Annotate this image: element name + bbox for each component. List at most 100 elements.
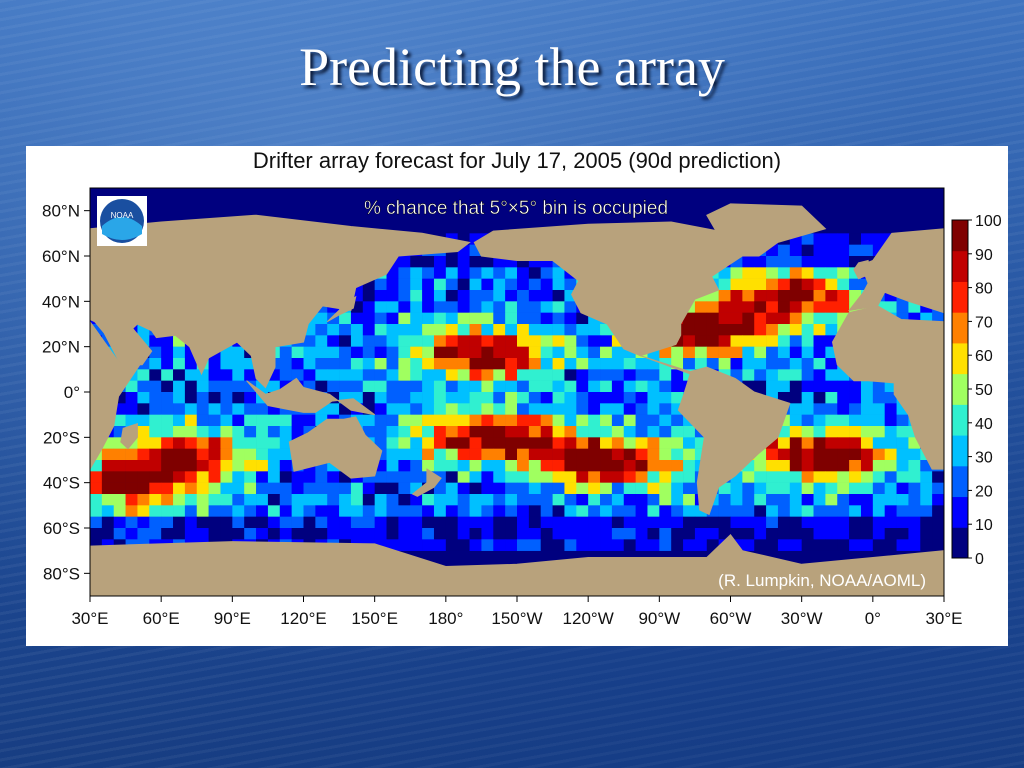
heatmap-bin [161, 380, 174, 393]
heatmap-bin [196, 414, 209, 427]
heatmap-bin [433, 380, 447, 393]
heatmap-bin [386, 403, 399, 415]
heatmap-bin [600, 505, 613, 517]
heatmap-bin [173, 346, 186, 359]
heatmap-bin [303, 369, 316, 381]
heatmap-bin [422, 505, 435, 517]
heatmap-bin [600, 516, 613, 529]
heatmap-bin [90, 516, 103, 529]
heatmap-bin [256, 448, 269, 461]
heatmap-bin [777, 426, 791, 438]
heatmap-bin [872, 516, 885, 529]
heatmap-bin [540, 335, 553, 347]
heatmap-bin [481, 494, 494, 506]
heatmap-bin [196, 403, 209, 415]
heatmap-bin [623, 414, 636, 427]
heatmap-bin [113, 403, 126, 415]
heatmap-bin [279, 358, 292, 370]
heatmap-bin [505, 290, 518, 302]
heatmap-bin [623, 346, 636, 359]
heatmap-bin [552, 460, 565, 472]
land-australia [288, 416, 383, 479]
colorbar-segment [952, 404, 968, 436]
heatmap-bin [884, 426, 897, 438]
heatmap-bin [256, 403, 269, 415]
heatmap-bin [766, 256, 779, 268]
heatmap-bin [611, 528, 625, 540]
heatmap-bin [410, 312, 423, 325]
heatmap-bin [327, 471, 340, 483]
heatmap-bin [208, 448, 221, 461]
heatmap-bin [196, 494, 209, 506]
heatmap-bin [481, 482, 494, 495]
heatmap-bin [303, 346, 316, 359]
heatmap-bin [754, 505, 767, 517]
heatmap-bin [339, 358, 352, 370]
heatmap-bin [149, 482, 162, 495]
heatmap-bin [671, 437, 684, 449]
heatmap-bin [220, 346, 233, 359]
heatmap-bin [244, 471, 257, 483]
heatmap-bin [635, 403, 648, 415]
heatmap-bin [837, 448, 850, 461]
heatmap-bin [422, 528, 435, 540]
heatmap-bin [694, 335, 708, 347]
heatmap-bin [398, 494, 411, 506]
heatmap-bin [777, 460, 791, 472]
heatmap-bin [433, 358, 447, 370]
x-tick-label: 120°W [563, 609, 614, 628]
heatmap-bin [422, 392, 435, 404]
heatmap-bin [837, 312, 850, 325]
heatmap-bin [173, 414, 186, 427]
heatmap-bin [576, 346, 589, 359]
heatmap-bin [860, 505, 874, 517]
heatmap-bin [576, 392, 589, 404]
heatmap-bin [410, 437, 423, 449]
heatmap-bin [433, 392, 447, 404]
heatmap-bin [540, 278, 553, 291]
heatmap-bin [457, 346, 470, 359]
heatmap-bin [849, 244, 862, 257]
heatmap-bin [339, 335, 352, 347]
heatmap-bin [694, 516, 708, 529]
heatmap-bin [398, 324, 411, 336]
heatmap-bin [410, 392, 423, 404]
heatmap-bin [291, 528, 304, 540]
heatmap-bin [754, 324, 767, 336]
heatmap-bin [932, 482, 945, 495]
heatmap-bin [540, 301, 553, 313]
heatmap-bin [647, 528, 660, 540]
heatmap-bin [849, 494, 862, 506]
heatmap-bin [920, 494, 933, 506]
heatmap-bin [244, 414, 257, 427]
heatmap-bin [872, 528, 885, 540]
heatmap-bin [730, 505, 743, 517]
heatmap-bin [244, 437, 257, 449]
heatmap-bin [433, 539, 447, 551]
heatmap-bin [789, 380, 802, 393]
heatmap-bin [754, 290, 767, 302]
heatmap-bin [362, 494, 375, 506]
heatmap-bin [505, 414, 518, 427]
heatmap-bin [647, 437, 660, 449]
heatmap-bin [718, 324, 731, 336]
heatmap-bin [588, 471, 601, 483]
heatmap-bin [588, 528, 601, 540]
heatmap-bin [398, 516, 411, 529]
land-indonesia [246, 377, 375, 416]
heatmap-bin [849, 414, 862, 427]
heatmap-bin [825, 516, 838, 529]
heatmap-bin [433, 414, 447, 427]
colorbar-tick-label: 60 [975, 348, 993, 365]
heatmap-bin [505, 539, 518, 551]
heatmap-bin [315, 324, 328, 336]
heatmap-bin [362, 278, 375, 291]
heatmap-bin [208, 426, 221, 438]
x-tick-label: 60°W [710, 609, 752, 628]
heatmap-bin [220, 380, 233, 393]
heatmap-bin [374, 324, 387, 336]
heatmap-bin [801, 505, 814, 517]
heatmap-bin [718, 346, 731, 359]
heatmap-bin [837, 233, 850, 245]
heatmap-bin [101, 471, 115, 483]
